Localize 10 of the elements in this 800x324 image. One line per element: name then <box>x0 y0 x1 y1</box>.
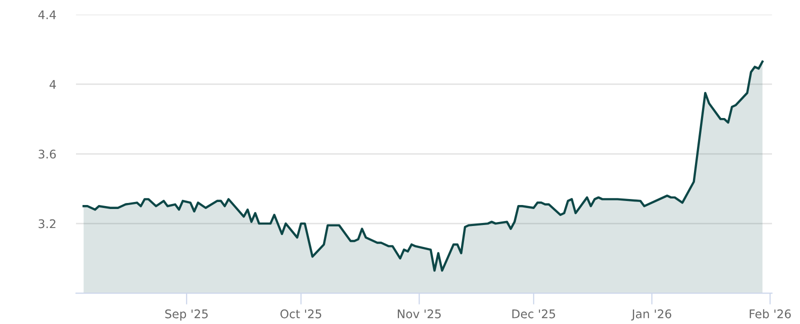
x-tick-label: Feb '26 <box>750 309 791 318</box>
y-tick-label: 3.2 <box>38 219 56 228</box>
x-tick-label: Dec '25 <box>512 309 556 318</box>
x-tick-label: Jan '26 <box>631 309 672 321</box>
y-tick-label: 4 <box>50 80 56 89</box>
x-tick-label: Sep '25 <box>165 309 208 321</box>
y-tick-label: 3.6 <box>38 150 56 159</box>
y-tick-label: 4.4 <box>38 10 56 20</box>
x-tick-label: Oct '25 <box>280 309 322 318</box>
x-tick-label: Nov '25 <box>398 309 441 318</box>
